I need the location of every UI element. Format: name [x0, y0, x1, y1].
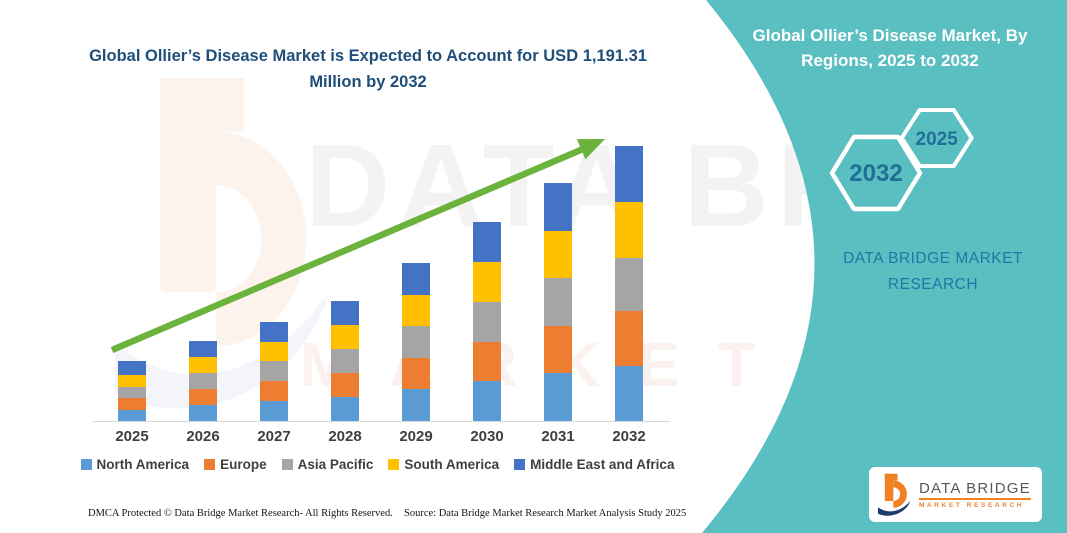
side-panel-title: Global Ollier’s Disease Market, By Regio… [752, 26, 1028, 70]
legend-item-north-america: North America [80, 457, 190, 472]
bar-2025 [118, 361, 146, 421]
brand-text: DATA BRIDGE MARKET RESEARCH [843, 250, 1023, 293]
bar-segment-2026-north-america [189, 405, 217, 421]
x-axis-line [93, 421, 670, 422]
dbmr-logo-box: DATA BRIDGE MARKET RESEARCH [869, 467, 1042, 522]
x-axis-label-2029: 2029 [399, 428, 433, 445]
legend-swatch-icon [80, 459, 92, 470]
legend-item-europe: Europe [204, 457, 267, 472]
bar-segment-2027-europe [260, 381, 288, 402]
bar-segment-2032-middle-east-and-africa [615, 146, 643, 202]
legend-label: Middle East and Africa [530, 457, 675, 472]
dbmr-logo-icon [878, 473, 911, 516]
bar-segment-2025-south-america [118, 374, 146, 388]
x-axis-label-2025: 2025 [115, 428, 149, 445]
legend-item-middle-east-and-africa: Middle East and Africa [514, 457, 674, 472]
bar-2032 [615, 146, 643, 421]
bar-segment-2027-asia-pacific [260, 361, 288, 382]
bar-segment-2025-europe [118, 398, 146, 410]
legend-swatch-icon [514, 459, 526, 470]
bar-segment-2028-europe [331, 373, 359, 397]
bar-segment-2028-north-america [331, 397, 359, 421]
bar-segment-2032-asia-pacific [615, 257, 643, 311]
bar-segment-2026-europe [189, 389, 217, 406]
legend-item-south-america: South America [388, 457, 499, 472]
x-axis-label-2032: 2032 [612, 428, 646, 445]
bar-segment-2029-europe [402, 357, 430, 390]
bar-segment-2026-south-america [189, 357, 217, 374]
bar-segment-2031-north-america [544, 373, 572, 421]
logo-text-block: DATA BRIDGE MARKET RESEARCH [919, 480, 1031, 509]
chart-legend: North America Europe Asia Pacific South Ame… [75, 457, 680, 472]
bar-segment-2025-asia-pacific [118, 387, 146, 399]
x-axis-labels: 2025 2026 2027 2028 2029 2030 2031 2032 [95, 428, 670, 448]
logo-subtitle: MARKET RESEARCH [919, 502, 1025, 509]
bar-segment-2027-north-america [260, 401, 288, 421]
bar-segment-2030-north-america [473, 381, 501, 421]
legend-swatch-icon [281, 459, 293, 470]
hexagon-2025-icon [899, 108, 974, 168]
hexagon-2025-label: 2025 [916, 129, 959, 150]
page-title: Global Ollier’s Disease Market is Expect… [89, 47, 647, 91]
source-footer-text: Source: Data Bridge Market Research Mark… [404, 508, 687, 519]
hexagon-2032-icon [829, 134, 923, 212]
bar-segment-2025-north-america [118, 409, 146, 421]
legend-swatch-icon [204, 459, 216, 470]
bar-segment-2032-north-america [615, 366, 643, 421]
legend-label: South America [404, 457, 500, 472]
legend-swatch-icon [388, 459, 400, 470]
x-axis-label-2027: 2027 [257, 428, 291, 445]
bar-segment-2029-north-america [402, 389, 430, 421]
legend-item-asia-pacific: Asia Pacific [281, 457, 374, 472]
bar-segment-2032-south-america [615, 201, 643, 258]
legend-label: Europe [220, 457, 267, 472]
dmca-footer-text: DMCA Protected © Data Bridge Market Rese… [88, 508, 393, 519]
bar-segment-2028-asia-pacific [331, 349, 359, 373]
legend-label: North America [96, 457, 190, 472]
x-axis-label-2030: 2030 [470, 428, 504, 445]
bar-segment-2025-middle-east-and-africa [118, 361, 146, 375]
hexagon-year-badges: 2032 2025 [829, 108, 974, 212]
hexagon-2032-label: 2032 [849, 160, 902, 187]
logo-title: DATA BRIDGE [919, 480, 1031, 500]
x-axis-label-2028: 2028 [328, 428, 362, 445]
legend-label: Asia Pacific [297, 457, 374, 472]
x-axis-label-2026: 2026 [186, 428, 220, 445]
bar-segment-2026-asia-pacific [189, 373, 217, 390]
bar-segment-2032-europe [615, 310, 643, 367]
x-axis-label-2031: 2031 [541, 428, 575, 445]
